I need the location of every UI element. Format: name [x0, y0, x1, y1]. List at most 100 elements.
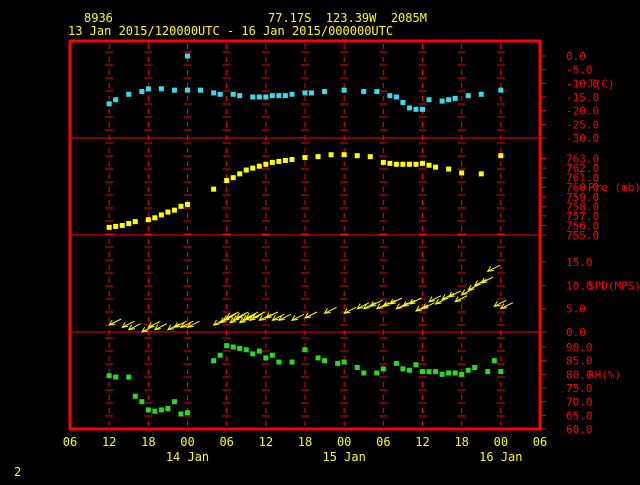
wind-arrow-head [460, 289, 468, 296]
pressure-point [211, 186, 217, 192]
pressure-point [433, 164, 439, 170]
wind-arrow-head [147, 322, 155, 329]
y-axis-label: RH(%) [588, 368, 621, 381]
wind-arrow-head [388, 298, 396, 305]
humidity-point [439, 371, 445, 377]
humidity-point [361, 370, 367, 376]
temperature-point [217, 91, 223, 97]
wind-arrow-head [408, 298, 416, 305]
wind-arrow [473, 278, 487, 287]
wind-arrow [369, 299, 383, 308]
wind-arrow-head [212, 319, 220, 326]
wind-arrow-head [290, 315, 299, 322]
humidity-point [276, 359, 282, 365]
pressure-point [230, 175, 236, 181]
wind-arrow-head [304, 312, 312, 319]
wind-arrow-head [375, 303, 383, 310]
temperature-point [139, 89, 145, 95]
wind-arrow [343, 306, 357, 315]
wind-arrow-shaft [441, 292, 455, 300]
y-tick-label: 757.0 [566, 210, 599, 223]
time-range: 13 Jan 2015/120000UTC - 16 Jan 2015/0000… [68, 24, 393, 38]
temperature-point [263, 94, 269, 100]
humidity-point [230, 344, 236, 350]
humidity-point [452, 370, 458, 376]
wind-arrow-head [441, 294, 449, 301]
y-tick-label: 759.0 [566, 191, 599, 204]
y-tick-label: 80.0 [566, 368, 593, 381]
wind-arrow [173, 320, 187, 329]
temperature-point [426, 97, 432, 103]
wind-arrow-shaft [121, 320, 135, 328]
y-tick-label: 5.0 [566, 303, 586, 316]
wind-arrow-shaft [226, 311, 239, 319]
y-tick-label: 761.0 [566, 172, 599, 185]
x-tick-label: 06 [219, 435, 233, 449]
wind-arrow-head [245, 312, 253, 319]
humidity-point [250, 351, 256, 357]
wind-arrow [447, 290, 461, 298]
wind-arrow-head [228, 317, 237, 324]
wind-arrow-shaft [259, 313, 272, 321]
humidity-point [485, 369, 491, 375]
wind-arrow-head [421, 303, 429, 310]
pressure-point [178, 203, 184, 209]
humidity-point [446, 370, 452, 376]
wind-arrow-shaft [474, 278, 487, 286]
humidity-point [354, 365, 360, 370]
humidity-point [413, 362, 419, 368]
wind-arrow-head [447, 291, 455, 298]
wind-arrow-shaft [402, 299, 416, 307]
pressure-point [354, 153, 360, 159]
humidity-point [126, 374, 132, 380]
wind-arrow-head [382, 301, 390, 308]
y-tick-label: 75.0 [566, 382, 593, 395]
wind-arrow-shaft [272, 313, 285, 321]
pressure-point [380, 159, 386, 165]
wind-arrow-shaft [278, 313, 292, 321]
humidity-point [152, 408, 158, 414]
wind-arrow [304, 311, 318, 319]
temperature-point [465, 93, 471, 99]
humidity-point [420, 369, 425, 375]
temperature-point [211, 90, 217, 96]
wind-arrow-shaft [448, 290, 461, 298]
temperature-point [309, 90, 315, 96]
y-tick-label: 0.0 [566, 326, 586, 339]
page-number: 2 [14, 465, 21, 479]
y-tick-label: 10.0 [566, 279, 593, 292]
wind-arrow [245, 311, 259, 319]
temperature-point [439, 98, 445, 104]
tick-labels: 06 12 18 00 06 12 18 00 06 12 18 00 06 14 Jan 15 Jan 16… [63, 50, 640, 464]
wind-arrow-head [127, 324, 135, 331]
wind-arrow-head [323, 308, 331, 315]
humidity-point [302, 347, 308, 353]
humidity-point [158, 407, 164, 413]
pressure-point [224, 178, 230, 184]
pressure-point [400, 161, 406, 167]
pressure-point [459, 170, 465, 176]
wind-arrow [179, 320, 194, 329]
wind-arrow-shaft [324, 306, 337, 314]
wind-arrow-shaft [356, 302, 370, 310]
pressure-point [498, 153, 504, 159]
humidity-point [335, 360, 341, 366]
temperature-point [361, 89, 367, 95]
humidity-point [322, 358, 328, 364]
wind-arrow-shaft [108, 318, 122, 326]
wind-arrow-head [258, 315, 266, 322]
humidity-point [113, 374, 119, 380]
temperature-point [113, 97, 119, 103]
temperature-point [198, 87, 204, 93]
pressure-point [302, 155, 308, 161]
wind-arrow [421, 302, 435, 310]
temperature-point [452, 95, 458, 101]
humidity-point [269, 352, 275, 358]
humidity-point [433, 369, 439, 375]
pressure-point [413, 161, 419, 167]
temperature-point [498, 87, 504, 93]
wind-arrow-head [486, 266, 494, 273]
x-tick-label: 18 [298, 435, 312, 449]
y-axis-label: SPD(MPS) [588, 279, 640, 292]
temperature-point [341, 87, 347, 93]
